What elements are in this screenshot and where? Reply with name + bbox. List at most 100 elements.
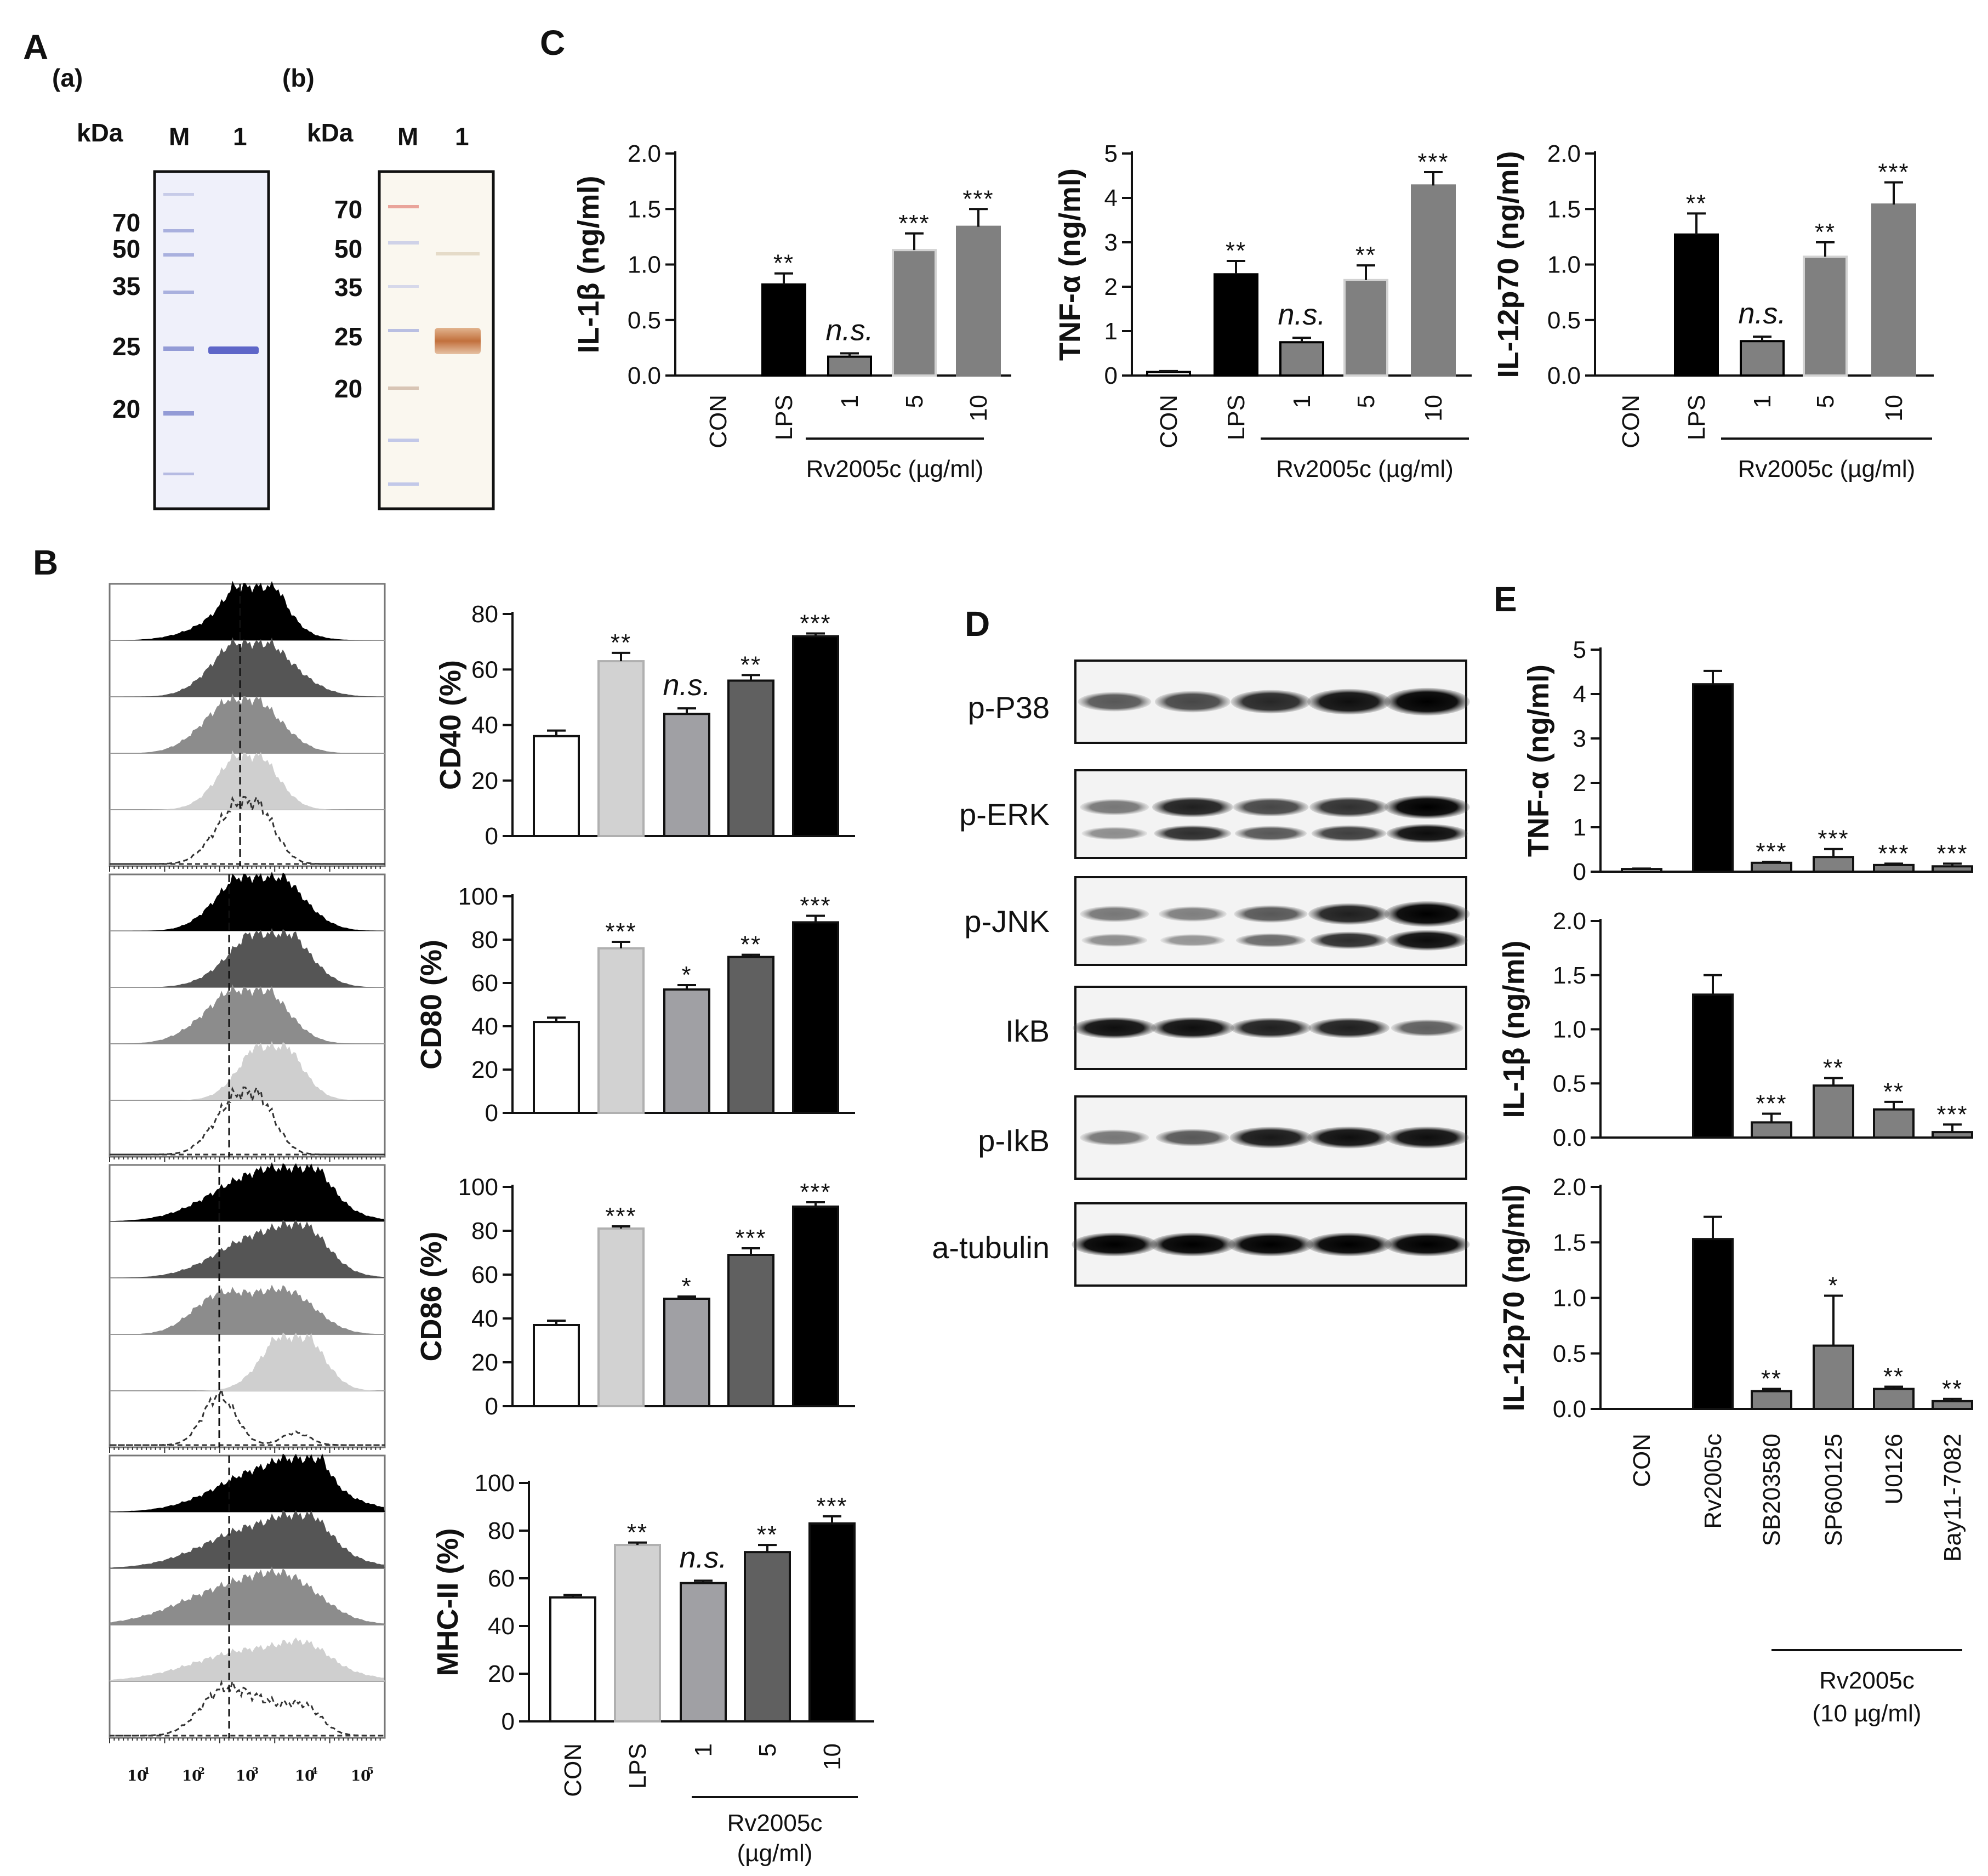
bar xyxy=(1813,1344,1854,1410)
category-label: 10 xyxy=(1881,395,1907,422)
category-label: SB203580 xyxy=(1758,1434,1785,1547)
marker-35: 35 xyxy=(112,272,140,300)
y-tick-label: 0 xyxy=(1573,859,1586,885)
category-label: CON xyxy=(560,1743,586,1797)
significance-label: * xyxy=(1828,1272,1838,1299)
flow-panel-cd86 xyxy=(109,1162,386,1453)
bar xyxy=(663,1298,710,1407)
bar xyxy=(744,1551,791,1722)
y-tick-label: 0.0 xyxy=(1547,362,1581,389)
group-label: Rv2005c (µg/ml) xyxy=(1276,456,1454,482)
significance-label: ** xyxy=(1883,1363,1904,1390)
bar xyxy=(663,713,710,837)
y-tick-label: 1 xyxy=(1104,318,1118,345)
histogram-filled xyxy=(110,693,385,753)
blot-band xyxy=(1233,798,1309,817)
ladder-band xyxy=(388,386,419,390)
blot-label-p-erk: p-ERK xyxy=(959,797,1050,832)
y-tick-label: 80 xyxy=(471,601,498,628)
flow-tick-exponent: 2 xyxy=(198,1766,205,1777)
y-tick-label: 2.0 xyxy=(1553,908,1586,935)
y-axis-label: CD40 (%) xyxy=(434,660,467,790)
category-label: CON xyxy=(1628,1434,1655,1487)
y-tick-label: 40 xyxy=(488,1613,515,1640)
flow-x-axis: 10 1 10 2 10 3 10 4 10 5 xyxy=(127,1766,374,1784)
ladder-band xyxy=(163,473,194,475)
y-tick-label: 0 xyxy=(502,1708,515,1735)
chart-c1: 0.0 0.5 1.0 1.5 2.0 IL-1β (ng/ml) CON ** LPS n.s.… xyxy=(572,140,1011,482)
bar xyxy=(727,1254,774,1407)
histogram-filled xyxy=(110,1162,385,1221)
bar xyxy=(827,355,872,377)
ladder-band xyxy=(388,205,419,208)
flow-tick-label: 10 xyxy=(236,1768,255,1784)
marker-20: 20 xyxy=(112,395,140,423)
flow-tick-label: 10 xyxy=(295,1768,315,1784)
blot-band-lower xyxy=(1081,934,1148,947)
bar xyxy=(892,249,937,377)
y-tick-label: 2.0 xyxy=(1547,140,1581,167)
category-label: 5 xyxy=(1812,395,1839,408)
bar xyxy=(1751,1121,1792,1139)
group-label: Rv2005c (µg/ml) xyxy=(806,456,984,482)
y-tick-label: 5 xyxy=(1104,140,1118,167)
bar xyxy=(792,921,839,1115)
histogram-filled xyxy=(110,1219,385,1278)
ladder-band xyxy=(388,439,419,442)
blot-p-ikb xyxy=(1074,1095,1469,1180)
y-tick-label: 3 xyxy=(1573,725,1586,752)
y-tick-label: 1.0 xyxy=(1547,252,1581,278)
y-tick-label: 0.0 xyxy=(1553,1124,1586,1151)
y-tick-label: 1.0 xyxy=(1553,1016,1586,1043)
gel-coomassie: (a) kDa M 1 70 50 35 25 20 xyxy=(52,64,270,510)
panel-letter-a: A xyxy=(23,27,48,67)
y-tick-label: 60 xyxy=(471,1261,498,1288)
blot-band xyxy=(1306,1232,1392,1257)
significance-label: *** xyxy=(1878,159,1909,186)
bar xyxy=(1692,1238,1734,1411)
significance-label: ** xyxy=(1823,1054,1844,1081)
histogram-filled xyxy=(110,581,385,640)
blot-band xyxy=(1150,1017,1234,1039)
bar xyxy=(1873,1108,1915,1139)
significance-label: ** xyxy=(740,651,761,678)
group-label-sub: (µg/ml) xyxy=(737,1840,813,1867)
blot-label-p-ikb: p-IkB xyxy=(978,1123,1050,1158)
category-label: LPS xyxy=(624,1743,651,1789)
bar xyxy=(1932,1131,1973,1139)
y-tick-label: 1.5 xyxy=(628,196,661,223)
bar xyxy=(663,988,710,1114)
bar xyxy=(1214,273,1258,377)
y-tick-label: 60 xyxy=(471,970,498,997)
y-axis-label: CD80 (%) xyxy=(415,940,448,1070)
category-label: 1 xyxy=(1749,395,1776,408)
y-tick-label: 20 xyxy=(488,1661,515,1687)
bar xyxy=(792,1206,839,1407)
histogram-filled xyxy=(110,871,385,931)
blot-band xyxy=(1234,905,1308,923)
bar xyxy=(1674,233,1719,377)
y-tick-label: 0 xyxy=(485,1393,498,1420)
chart-c3: 0.0 0.5 1.0 1.5 2.0 IL-12p70 (ng/ml) CON ** LPS n… xyxy=(1492,140,1934,482)
panel-letter-e: E xyxy=(1494,579,1517,619)
category-label: 10 xyxy=(965,395,992,422)
bar xyxy=(1932,1400,1973,1410)
y-tick-label: 100 xyxy=(475,1470,515,1497)
blot-band xyxy=(1309,797,1389,817)
group-label: Rv2005c (µg/ml) xyxy=(1738,456,1916,482)
significance-label: *** xyxy=(800,610,831,636)
blot-band xyxy=(1158,906,1227,922)
y-tick-label: 40 xyxy=(471,1013,498,1040)
flow-tick-exponent: 5 xyxy=(367,1766,374,1777)
marker-50: 50 xyxy=(334,235,362,263)
bar-charts: 0.00.51.01.52.0IL-1β (ng/ml)CON**LPSn.s.… xyxy=(415,140,1973,1867)
histogram-filled xyxy=(110,750,385,810)
y-tick-label: 1.5 xyxy=(1547,196,1581,223)
blot-label-a-tubulin: a-tubulin xyxy=(932,1230,1050,1265)
significance-label: *** xyxy=(1417,149,1449,175)
y-tick-label: 20 xyxy=(471,1349,498,1376)
panel-letter-c: C xyxy=(540,23,565,62)
lane-label-1: 1 xyxy=(455,122,469,151)
